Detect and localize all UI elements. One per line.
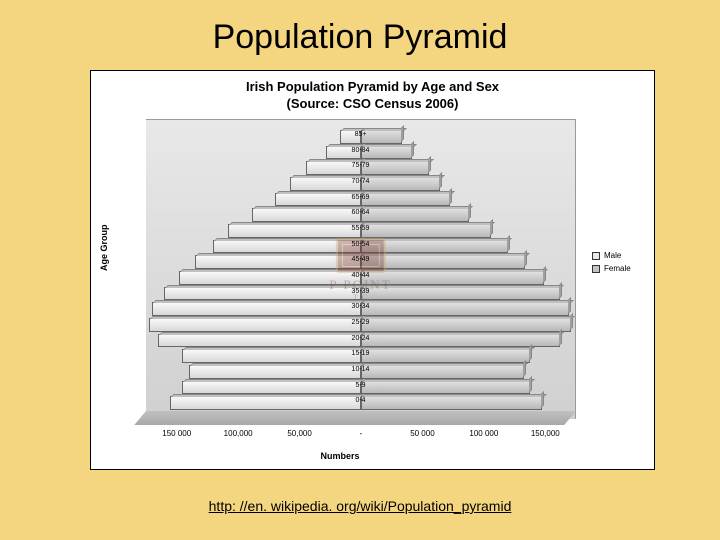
age-label: 0-4 — [355, 397, 365, 404]
legend-label-male: Male — [604, 251, 621, 260]
x-axis-ticks: 150 000 100,000 50,000 - 50 000 100 000 150,00… — [146, 429, 576, 441]
bar-female — [361, 349, 531, 363]
bar-female — [361, 271, 544, 285]
legend-swatch-female — [592, 265, 600, 273]
x-tick: 150 000 — [162, 429, 191, 438]
x-tick: - — [360, 429, 363, 438]
x-axis-label: Numbers — [91, 451, 589, 461]
bar-male — [213, 240, 360, 254]
chart-container: Irish Population Pyramid by Age and Sex … — [90, 70, 655, 470]
bar-female — [361, 318, 571, 332]
age-label: 65-69 — [352, 194, 370, 201]
bar-male — [158, 334, 361, 348]
bar-female — [361, 208, 469, 222]
bar-female — [361, 130, 403, 144]
x-tick: 100 000 — [469, 429, 498, 438]
legend-item-female: Female — [592, 264, 648, 273]
age-label: 45-49 — [352, 256, 370, 263]
bar-male — [182, 349, 360, 363]
pyramid-bars: 85+ 80-84 75-79 70-74 65-69 60-64 55-59 50-54 45… — [146, 120, 575, 419]
bar-male — [149, 318, 360, 332]
source-link[interactable]: http: //en. wikipedia. org/wiki/Populati… — [209, 498, 512, 514]
bar-male — [152, 302, 361, 316]
bar-male — [252, 208, 360, 222]
age-label: 70-74 — [352, 178, 370, 185]
chart-floor — [134, 411, 576, 425]
bar-female — [361, 365, 524, 379]
bar-female — [361, 381, 531, 395]
age-label: 55-59 — [352, 225, 370, 232]
x-tick: 50 000 — [410, 429, 434, 438]
age-label: 85+ — [355, 131, 367, 138]
age-label: 50-54 — [352, 241, 370, 248]
legend-item-male: Male — [592, 251, 648, 260]
x-tick: 100,000 — [224, 429, 253, 438]
bar-male — [179, 271, 361, 285]
age-label: 40-44 — [352, 272, 370, 279]
bar-male — [290, 177, 360, 191]
slide-title: Population Pyramid — [0, 0, 720, 57]
bar-male — [164, 287, 361, 301]
bar-female — [361, 287, 560, 301]
x-tick: 50,000 — [287, 429, 311, 438]
age-label: 10-14 — [352, 366, 370, 373]
bar-male — [275, 193, 361, 207]
bar-female — [361, 396, 543, 410]
legend: Male Female — [592, 251, 648, 277]
x-tick: 150,000 — [531, 429, 560, 438]
bar-female — [361, 302, 570, 316]
bar-male — [195, 255, 361, 269]
bar-row: 0-4 — [146, 396, 575, 412]
legend-label-female: Female — [604, 264, 631, 273]
bar-female — [361, 240, 508, 254]
bar-male — [189, 365, 361, 379]
age-label: 60-64 — [352, 209, 370, 216]
age-label: 5-9 — [355, 382, 365, 389]
age-label: 30-34 — [352, 303, 370, 310]
legend-swatch-male — [592, 252, 600, 260]
age-label: 20-24 — [352, 335, 370, 342]
y-axis-label: Age Group — [99, 225, 109, 272]
bar-male — [170, 396, 360, 410]
bar-female — [361, 193, 451, 207]
bar-female — [361, 161, 430, 175]
bar-female — [361, 177, 441, 191]
age-label: 80-84 — [352, 147, 370, 154]
chart-title: Irish Population Pyramid by Age and Sex … — [91, 71, 654, 113]
age-label: 15-19 — [352, 350, 370, 357]
plot-area: 85+ 80-84 75-79 70-74 65-69 60-64 55-59 50-54 45… — [146, 119, 576, 419]
bar-female — [361, 255, 526, 269]
chart-title-line2: (Source: CSO Census 2006) — [287, 96, 459, 111]
bar-male — [182, 381, 360, 395]
bar-female — [361, 224, 491, 238]
age-label: 35-39 — [352, 288, 370, 295]
source-link-container: http: //en. wikipedia. org/wiki/Populati… — [0, 498, 720, 516]
bar-male — [228, 224, 361, 238]
chart-title-line1: Irish Population Pyramid by Age and Sex — [246, 79, 499, 94]
age-label: 75-79 — [352, 162, 370, 169]
age-label: 25-29 — [352, 319, 370, 326]
